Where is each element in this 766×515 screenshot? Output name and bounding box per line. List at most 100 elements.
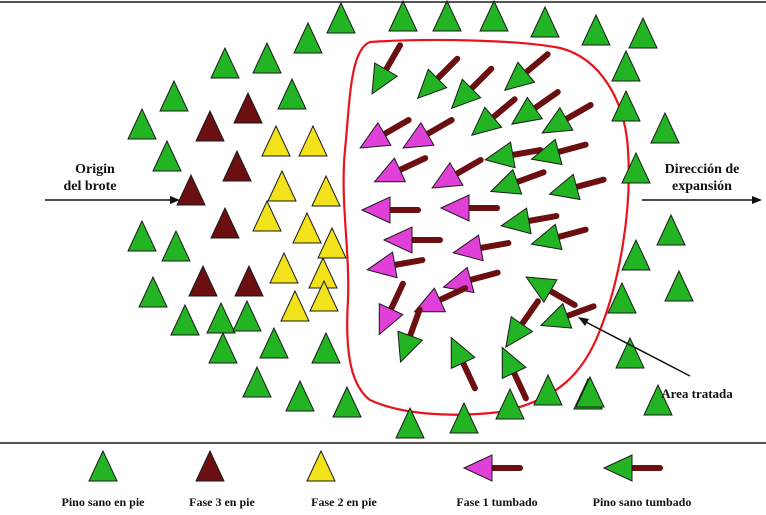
green-standing-tree	[170, 303, 200, 336]
green-standing-tree	[432, 0, 462, 32]
fase3-standing-tree	[195, 109, 225, 142]
legend-symbol-green-felled	[602, 454, 663, 482]
green-standing-tree	[611, 89, 641, 122]
fase2-standing-tree	[269, 251, 299, 284]
green-standing-tree	[575, 375, 605, 408]
green-felled-tree	[416, 55, 461, 100]
fase3-standing-tree	[234, 264, 264, 297]
green-standing-tree	[285, 379, 315, 412]
green-felled-tree	[548, 173, 607, 201]
green-felled-tree	[484, 141, 544, 169]
green-felled-tree	[530, 223, 589, 251]
legend-symbol	[195, 449, 225, 482]
green-felled-tree	[541, 102, 594, 134]
legend-item-pino-sano-tumbado: Pino sano tumbado	[593, 454, 692, 509]
green-standing-tree	[293, 21, 323, 54]
green-standing-tree	[206, 301, 236, 334]
legend-symbol	[602, 454, 663, 482]
green-felled-tree	[510, 89, 561, 125]
green-standing-tree	[232, 299, 262, 332]
origin-arrow	[45, 196, 180, 204]
fase2-standing-tree	[280, 289, 310, 322]
green-standing-tree	[127, 107, 157, 140]
fase1-felled-tree	[382, 226, 443, 254]
green-standing-tree	[210, 46, 240, 79]
legend-item-fase-2-en-pie: Fase 2 en pie	[306, 449, 377, 509]
green-standing-tree	[607, 281, 637, 314]
green-felled-tree	[503, 51, 551, 92]
green-standing-tree	[530, 5, 560, 38]
fase2-standing-tree	[311, 174, 341, 207]
green-standing-tree	[643, 383, 673, 416]
fase1-felled-tree	[366, 251, 426, 279]
green-standing-tree	[242, 365, 272, 398]
legend-item-fase-1-tumbado: Fase 1 tumbado	[456, 454, 538, 509]
green-felled-tree	[500, 207, 560, 235]
green-felled-tree	[539, 302, 597, 329]
legend-item-pino-sano-en-pie: Pino sano en pie	[61, 449, 145, 509]
expansion-arrow	[642, 196, 762, 204]
green-standing-tree	[581, 13, 611, 46]
green-standing-tree	[311, 331, 341, 364]
origin-label-line2: del brote	[63, 179, 116, 194]
fase2-standing-tree	[317, 226, 347, 259]
fase3-standing-tree	[210, 206, 240, 239]
legend-label: Pino sano tumbado	[593, 495, 692, 509]
standing-trees	[127, 0, 694, 439]
fase1-felled-tree	[402, 117, 455, 149]
legend-symbol-brown-standing	[195, 449, 225, 482]
green-standing-tree	[495, 387, 525, 420]
green-standing-tree	[628, 16, 658, 49]
legend-label: Fase 2 en pie	[311, 495, 377, 509]
green-standing-tree	[326, 1, 356, 34]
fase3-standing-tree	[233, 91, 263, 124]
green-felled-tree	[470, 96, 518, 137]
legend-symbol-green-standing	[88, 449, 118, 482]
green-standing-tree	[277, 77, 307, 110]
fase2-standing-tree	[292, 211, 322, 244]
green-standing-tree	[615, 336, 645, 369]
green-felled-tree	[530, 138, 589, 166]
legend-symbol-yellow-standing	[306, 449, 336, 482]
fase1-felled-tree	[413, 285, 469, 313]
green-felled-tree	[450, 65, 495, 110]
green-standing-tree	[127, 219, 157, 252]
green-standing-tree	[621, 238, 651, 271]
green-standing-tree	[533, 373, 563, 406]
fase3-standing-tree	[176, 173, 206, 206]
legend: Pino sano en pie Fase 3 en pie Fase 2 en…	[61, 449, 692, 509]
green-felled-tree	[505, 298, 541, 349]
green-standing-tree	[252, 41, 282, 74]
green-standing-tree	[259, 326, 289, 359]
green-standing-tree	[152, 139, 182, 172]
green-standing-tree	[621, 151, 651, 184]
legend-symbol	[306, 449, 336, 482]
legend-label: Pino sano en pie	[61, 495, 145, 509]
fase3-standing-tree	[188, 264, 218, 297]
green-felled-tree	[397, 306, 424, 364]
green-standing-tree	[664, 269, 694, 302]
legend-symbol	[88, 449, 118, 482]
direction-label-line1: Dirección de	[665, 162, 740, 177]
fase2-standing-tree	[252, 199, 282, 232]
green-standing-tree	[650, 111, 680, 144]
green-standing-tree	[159, 79, 189, 112]
green-standing-tree	[395, 406, 425, 439]
green-standing-tree	[332, 385, 362, 418]
legend-label: Fase 1 tumbado	[456, 495, 537, 509]
green-standing-tree	[208, 331, 238, 364]
felled-trees	[359, 42, 607, 402]
legend-label: Fase 3 en pie	[189, 495, 255, 509]
legend-symbol-magenta-felled	[462, 454, 523, 482]
fase2-standing-tree	[309, 279, 339, 312]
fase2-standing-tree	[261, 124, 291, 157]
green-felled-tree	[371, 42, 403, 95]
green-standing-tree	[161, 229, 191, 262]
treated-area-pointer	[578, 317, 691, 377]
direction-label-line2: expansión	[672, 179, 732, 194]
green-felled-tree	[489, 168, 547, 195]
fase1-felled-tree	[431, 157, 484, 189]
green-standing-tree	[656, 213, 686, 246]
fase1-felled-tree	[373, 155, 429, 183]
